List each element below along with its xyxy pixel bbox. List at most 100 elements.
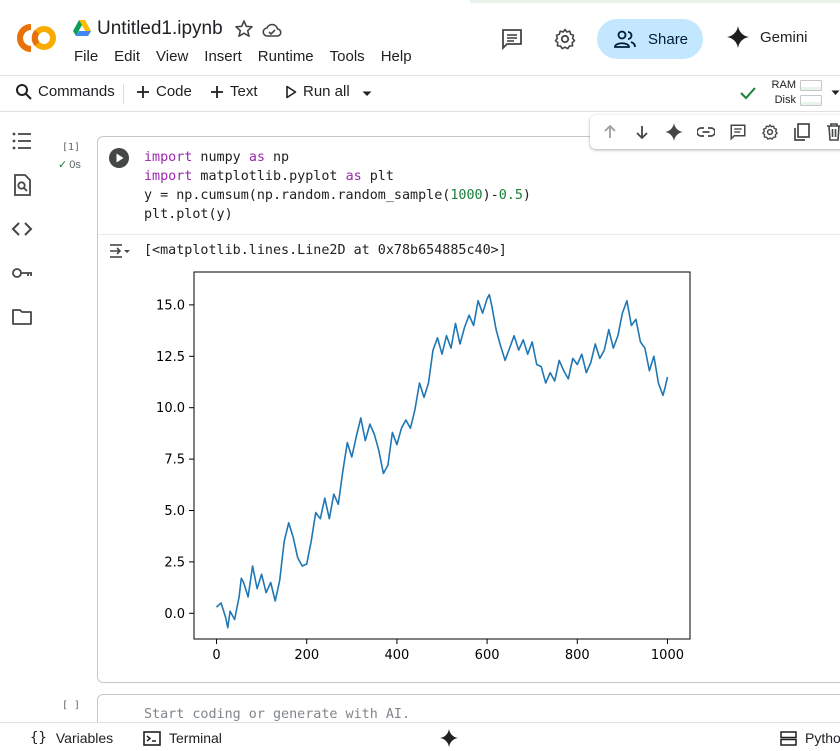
- code-token: plt.plot(y): [144, 207, 233, 222]
- mirror-cell-button[interactable]: [786, 115, 818, 149]
- play-icon: [286, 85, 297, 98]
- colab-logo[interactable]: [12, 18, 58, 58]
- success-check-icon: ✓: [58, 159, 68, 171]
- terminal-label: Terminal: [169, 730, 222, 746]
- y-tick-label: 5.0: [164, 504, 185, 519]
- run-all-button[interactable]: Run all: [285, 83, 350, 100]
- menu-help[interactable]: Help: [380, 48, 412, 65]
- disk-row: Disk: [770, 93, 822, 108]
- find-replace-icon[interactable]: [11, 174, 33, 196]
- code-token: plt: [361, 169, 394, 184]
- move-cell-down-button[interactable]: [626, 115, 658, 149]
- link-icon: [697, 127, 715, 137]
- settings-gear-icon[interactable]: [553, 27, 577, 51]
- menu-file[interactable]: File: [74, 48, 99, 65]
- output-menu-icon[interactable]: [108, 242, 132, 260]
- share-button[interactable]: Share: [597, 19, 703, 59]
- resource-monitor[interactable]: RAM Disk: [770, 78, 822, 108]
- code-label: Code: [156, 83, 192, 100]
- execution-count: [1]: [62, 142, 81, 153]
- disk-meter: [800, 95, 822, 106]
- code-snippets-icon[interactable]: [11, 218, 33, 240]
- y-tick-label: 2.5: [164, 555, 185, 570]
- link-cell-button[interactable]: [690, 115, 722, 149]
- x-tick-label: 400: [384, 648, 409, 663]
- bottom-bar: {} Variables Terminal Pytho: [0, 722, 840, 751]
- code-token: )-: [482, 188, 499, 203]
- arrow-down-icon: [636, 126, 648, 140]
- code-cell[interactable]: import numpy as np import matplotlib.pypl…: [97, 136, 840, 683]
- gemini-button[interactable]: Gemini: [727, 26, 808, 48]
- share-label: Share: [648, 30, 689, 48]
- delete-cell-button[interactable]: [818, 115, 840, 149]
- x-tick-label: 800: [565, 648, 590, 663]
- table-of-contents-icon[interactable]: [11, 130, 33, 152]
- python-label: Pytho: [805, 730, 840, 746]
- star-icon[interactable]: [234, 19, 254, 39]
- code-text[interactable]: import numpy as np import matplotlib.pypl…: [144, 148, 531, 224]
- x-tick-label: 600: [475, 648, 500, 663]
- plot-frame: [193, 271, 691, 640]
- menu-runtime[interactable]: Runtime: [257, 48, 314, 65]
- code-token: matplotlib.pyplot: [192, 169, 346, 184]
- mirror-cell-icon: [794, 123, 810, 141]
- gear-icon: [762, 124, 778, 140]
- code-line[interactable]: plt.plot(y): [144, 205, 531, 224]
- series-line: [215, 293, 669, 629]
- ram-meter: [800, 80, 822, 91]
- comments-icon[interactable]: [500, 27, 524, 51]
- x-tick-label: 200: [294, 648, 319, 663]
- line-plot: 0 200 400 600 800 1000 0.0 2.5 5.0 7.5 10.0 12.5 15.…: [156, 271, 691, 663]
- commands-button[interactable]: Commands: [15, 83, 115, 100]
- header: Untitled1.ipynb File Edit View Insert Ru…: [0, 0, 840, 75]
- cloud-saved-icon[interactable]: [262, 20, 282, 40]
- secrets-key-icon[interactable]: [11, 262, 33, 284]
- code-token: numpy: [192, 150, 249, 165]
- code-token: ): [522, 188, 531, 203]
- code-token: import: [144, 169, 193, 184]
- connected-check-icon: [740, 87, 756, 100]
- gemini-cell-button[interactable]: [658, 115, 690, 149]
- code-line[interactable]: import matplotlib.pyplot as plt: [144, 167, 531, 186]
- left-sidebar: [0, 112, 44, 722]
- gemini-sparkle-icon: [665, 123, 683, 141]
- progress-strip: [470, 0, 840, 3]
- comment-cell-button[interactable]: [722, 115, 754, 149]
- cell-toolbar: [590, 115, 840, 149]
- code-editor[interactable]: import numpy as np import matplotlib.pypl…: [98, 137, 840, 233]
- files-folder-icon[interactable]: [11, 306, 33, 328]
- terminal-button[interactable]: Terminal: [143, 730, 222, 746]
- python-runtime-button[interactable]: Pytho: [780, 730, 840, 746]
- menu-view[interactable]: View: [156, 48, 189, 65]
- google-drive-icon[interactable]: [73, 19, 91, 37]
- search-icon: [16, 84, 32, 100]
- add-code-button[interactable]: Code: [136, 83, 192, 100]
- notebook-title[interactable]: Untitled1.ipynb: [97, 18, 223, 39]
- code-line[interactable]: import numpy as np: [144, 148, 531, 167]
- code-token: 1000: [450, 188, 483, 203]
- run-cell-button[interactable]: [108, 147, 130, 169]
- people-icon: [614, 30, 636, 48]
- cell-placeholder[interactable]: Start coding or generate with AI.: [144, 707, 411, 722]
- notebook-toolbar: Commands Code Text Run all: [0, 75, 840, 112]
- disk-label: Disk: [774, 94, 796, 106]
- cell-settings-button[interactable]: [754, 115, 786, 149]
- gemini-sparkle-icon[interactable]: [440, 729, 458, 747]
- code-token: as: [248, 150, 265, 165]
- add-text-button[interactable]: Text: [210, 83, 258, 100]
- menu-insert[interactable]: Insert: [204, 48, 242, 65]
- y-tick-label: 7.5: [164, 453, 185, 468]
- menu-tools[interactable]: Tools: [329, 48, 365, 65]
- code-line[interactable]: y = np.cumsum(np.random.random_sample(10…: [144, 186, 531, 205]
- run-all-dropdown-icon[interactable]: [361, 90, 373, 98]
- menu-bar: File Edit View Insert Runtime Tools Help: [74, 48, 428, 65]
- menu-edit[interactable]: Edit: [114, 48, 141, 65]
- move-cell-up-button[interactable]: [594, 115, 626, 149]
- runtime-dropdown-icon[interactable]: [831, 90, 840, 96]
- toolbar-divider: [123, 84, 124, 104]
- execution-time: 0s: [69, 158, 81, 171]
- commands-label: Commands: [38, 83, 115, 100]
- variables-button[interactable]: {} Variables: [30, 730, 113, 746]
- code-token: y = np.cumsum(np.random.random_sample(: [144, 188, 451, 203]
